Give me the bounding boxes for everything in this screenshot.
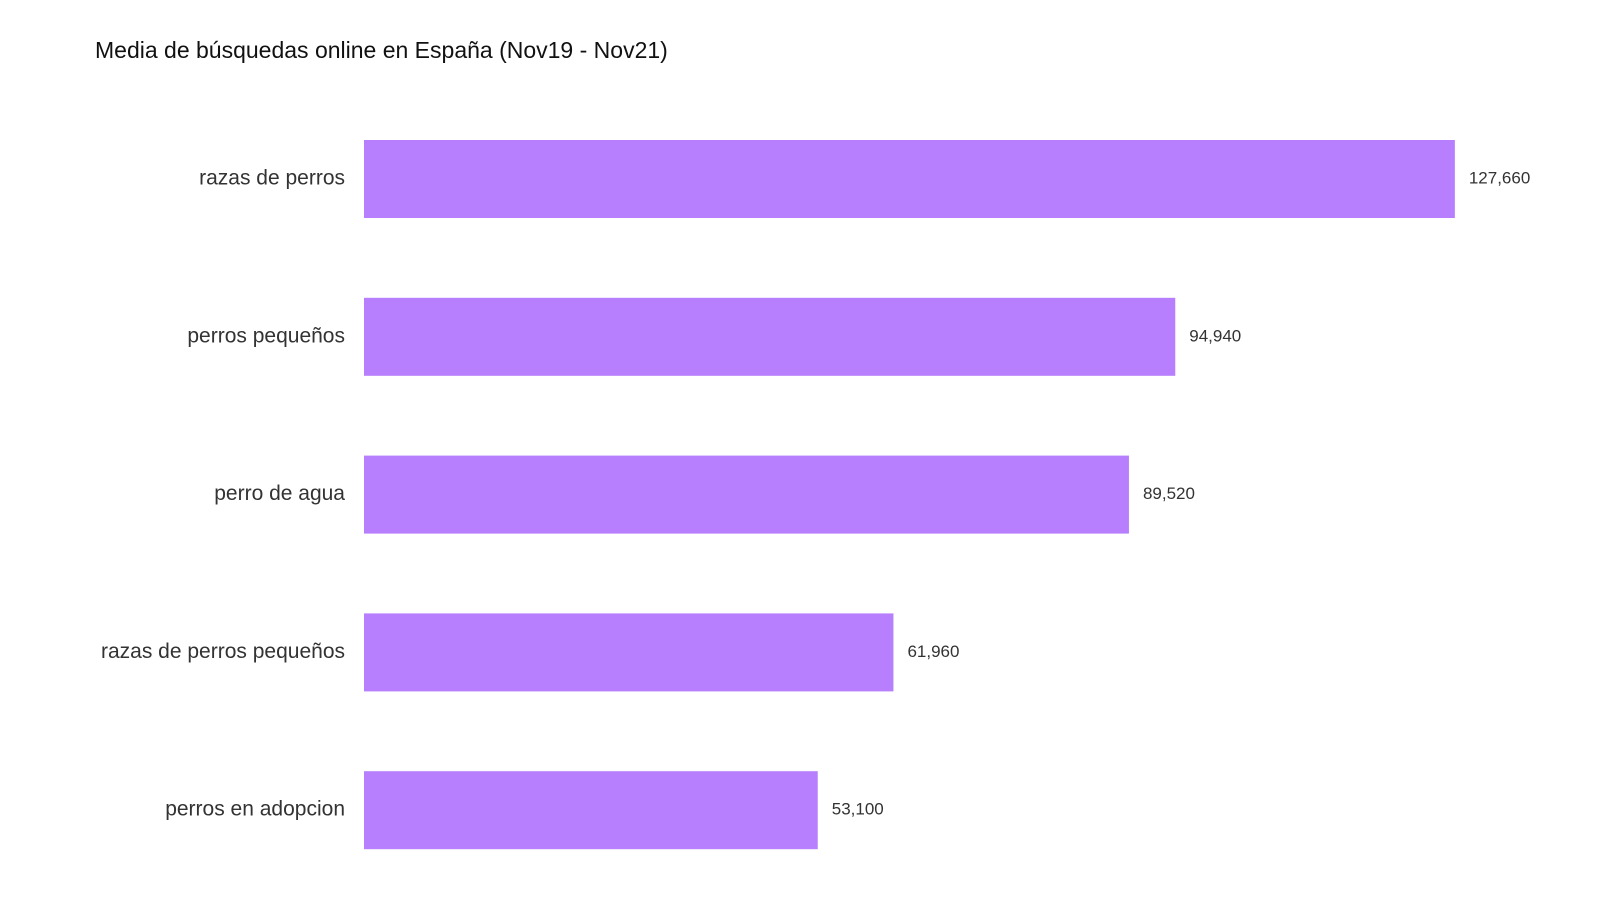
chart-subtitle: Media de búsquedas online en España (Nov… — [95, 37, 668, 63]
bar — [364, 297, 1176, 376]
category-label: perro de agua — [214, 482, 345, 505]
category-label: razas de perros pequeños — [101, 640, 345, 663]
category-label: perros en adopcion — [165, 798, 345, 821]
value-label: 61,960 — [907, 642, 959, 661]
value-label: 94,940 — [1189, 326, 1241, 345]
bar — [364, 455, 1129, 534]
category-label: razas de perros — [199, 167, 345, 190]
value-label: 53,100 — [832, 800, 884, 819]
category-label: perros pequeños — [187, 324, 345, 347]
value-label: 127,660 — [1469, 168, 1530, 187]
bar — [364, 613, 894, 692]
bar — [364, 140, 1455, 218]
value-label: 89,520 — [1143, 484, 1195, 503]
bar — [364, 771, 818, 850]
